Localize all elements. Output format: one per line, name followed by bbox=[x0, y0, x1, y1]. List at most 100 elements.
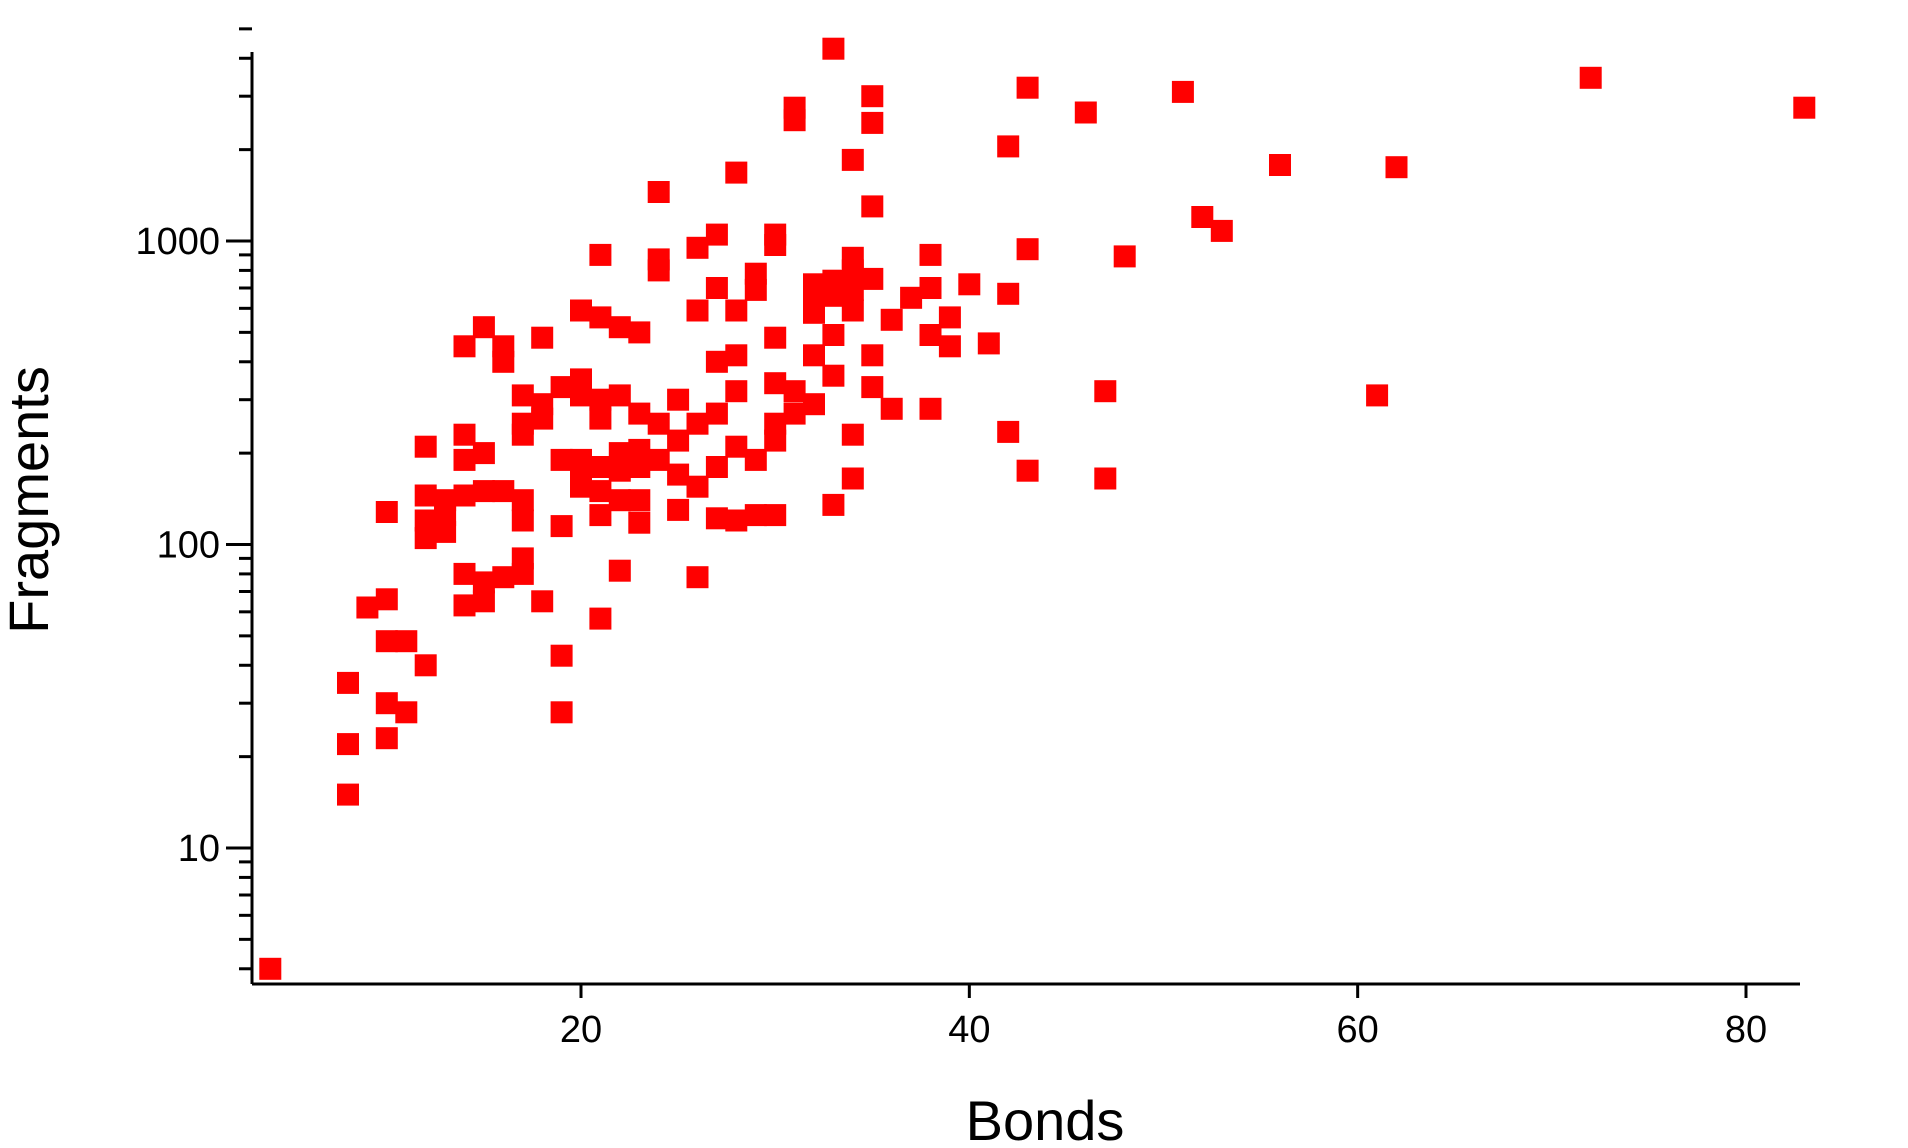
data-point bbox=[764, 234, 787, 256]
data-point bbox=[822, 37, 845, 60]
data-point bbox=[492, 480, 515, 503]
data-point bbox=[667, 463, 690, 486]
data-point bbox=[337, 671, 359, 694]
data-point bbox=[259, 957, 282, 980]
x-tick-label: 20 bbox=[560, 1009, 602, 1051]
data-point bbox=[375, 501, 398, 523]
data-point bbox=[764, 372, 787, 395]
data-point bbox=[841, 148, 864, 171]
data-point bbox=[725, 161, 748, 184]
data-point bbox=[919, 324, 942, 346]
data-point bbox=[414, 527, 437, 550]
data-point bbox=[531, 326, 554, 349]
data-point bbox=[861, 195, 884, 218]
data-point bbox=[1579, 66, 1602, 89]
data-point bbox=[900, 286, 923, 309]
data-point bbox=[705, 402, 728, 425]
data-point bbox=[667, 388, 690, 411]
data-point bbox=[570, 384, 592, 407]
data-point bbox=[628, 511, 651, 534]
data-point bbox=[608, 489, 631, 512]
data-point bbox=[472, 571, 495, 594]
y-tick-label: 100 bbox=[157, 525, 220, 567]
data-point bbox=[589, 388, 612, 411]
data-point bbox=[822, 324, 845, 346]
data-point bbox=[744, 278, 767, 301]
data-point bbox=[647, 412, 670, 435]
data-point bbox=[492, 566, 515, 589]
data-point bbox=[550, 644, 573, 667]
x-tick-label: 60 bbox=[1337, 1009, 1379, 1051]
data-point bbox=[337, 733, 359, 756]
data-point bbox=[608, 442, 631, 465]
data-point bbox=[1016, 76, 1039, 99]
y-axis-title: Fragments bbox=[0, 366, 60, 634]
data-point bbox=[744, 448, 767, 471]
data-point bbox=[705, 277, 728, 299]
y-ticks bbox=[226, 27, 252, 971]
data-point bbox=[395, 630, 418, 653]
data-point bbox=[589, 456, 612, 478]
data-point bbox=[1074, 101, 1097, 124]
data-point bbox=[822, 284, 845, 307]
data-point bbox=[1385, 156, 1408, 179]
data-point bbox=[686, 412, 709, 435]
data-point bbox=[453, 484, 476, 507]
data-point bbox=[453, 448, 476, 471]
data-point bbox=[997, 282, 1020, 305]
data-point bbox=[1210, 219, 1233, 242]
data-point bbox=[1016, 238, 1039, 261]
data-point bbox=[453, 423, 476, 446]
data-point bbox=[783, 380, 806, 403]
data-point bbox=[938, 335, 961, 358]
data-point bbox=[841, 467, 864, 490]
data-point bbox=[822, 493, 845, 516]
data-point bbox=[492, 350, 515, 373]
data-point bbox=[686, 566, 709, 589]
data-point bbox=[764, 412, 787, 435]
data-point bbox=[725, 380, 748, 403]
data-point bbox=[550, 701, 573, 724]
data-point bbox=[1094, 380, 1117, 403]
x-ticks bbox=[579, 984, 1748, 998]
data-point bbox=[414, 435, 437, 458]
data-point bbox=[511, 562, 534, 585]
data-point bbox=[550, 376, 573, 399]
data-point bbox=[647, 259, 670, 282]
data-point bbox=[841, 423, 864, 446]
data-point bbox=[919, 397, 942, 420]
data-point bbox=[628, 321, 651, 344]
data-point bbox=[511, 384, 534, 407]
data-point bbox=[919, 277, 942, 299]
data-point bbox=[375, 692, 398, 715]
data-point bbox=[1016, 459, 1039, 482]
data-point bbox=[997, 420, 1020, 443]
data-point bbox=[725, 435, 748, 458]
data-point bbox=[841, 299, 864, 322]
data-point bbox=[434, 504, 457, 527]
data-point bbox=[453, 594, 476, 617]
data-point bbox=[861, 111, 884, 134]
data-point bbox=[705, 456, 728, 478]
data-point bbox=[375, 588, 398, 611]
data-point bbox=[880, 308, 903, 331]
data-point bbox=[608, 459, 631, 482]
data-point bbox=[938, 306, 961, 329]
data-point bbox=[628, 402, 651, 425]
data-point bbox=[570, 475, 592, 498]
x-axis-title: Bonds bbox=[966, 1089, 1125, 1148]
data-point bbox=[375, 630, 398, 653]
data-point bbox=[531, 407, 554, 430]
data-points bbox=[259, 37, 1816, 980]
data-point bbox=[589, 306, 612, 329]
data-point bbox=[764, 429, 787, 452]
data-point bbox=[861, 376, 884, 399]
data-point bbox=[841, 278, 864, 301]
data-point bbox=[764, 504, 787, 527]
data-point bbox=[880, 397, 903, 420]
data-point bbox=[647, 448, 670, 471]
data-point bbox=[958, 273, 981, 296]
data-point bbox=[803, 344, 825, 367]
data-point bbox=[453, 335, 476, 358]
